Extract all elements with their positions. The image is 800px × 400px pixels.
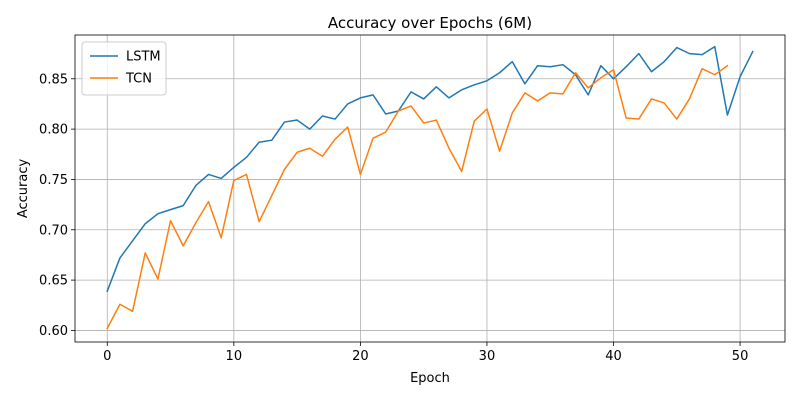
ticks: 0 10 20 30 40 50 0.60 0.65 0.70 0.75 0.80 0.85 xyxy=(39,72,748,364)
grid xyxy=(75,35,785,342)
y-tick-label: 0.70 xyxy=(39,223,68,238)
series-line-tcn xyxy=(106,64,729,330)
y-tick-label: 0.85 xyxy=(39,72,68,87)
x-tick-label: 30 xyxy=(479,349,496,364)
legend-label-lstm: LSTM xyxy=(126,50,161,65)
chart-title: Accuracy over Epochs (6M) xyxy=(328,14,532,32)
y-axis-label: Accuracy xyxy=(16,159,31,219)
y-tick-label: 0.60 xyxy=(39,324,68,339)
y-tick-label: 0.65 xyxy=(39,274,68,289)
x-tick-label: 40 xyxy=(605,349,622,364)
plot-frame xyxy=(74,34,786,343)
x-axis-label: Epoch xyxy=(410,371,450,386)
legend-label-tcn: TCN xyxy=(125,72,152,87)
series-layer xyxy=(106,45,754,330)
legend: LSTM TCN xyxy=(81,41,167,96)
y-tick-label: 0.75 xyxy=(39,173,68,188)
x-tick-label: 20 xyxy=(352,349,369,364)
x-tick-label: 50 xyxy=(732,349,749,364)
x-tick-label: 0 xyxy=(103,349,111,364)
y-tick-label: 0.80 xyxy=(39,123,68,138)
series-line-lstm xyxy=(106,45,754,293)
x-tick-label: 10 xyxy=(226,349,243,364)
